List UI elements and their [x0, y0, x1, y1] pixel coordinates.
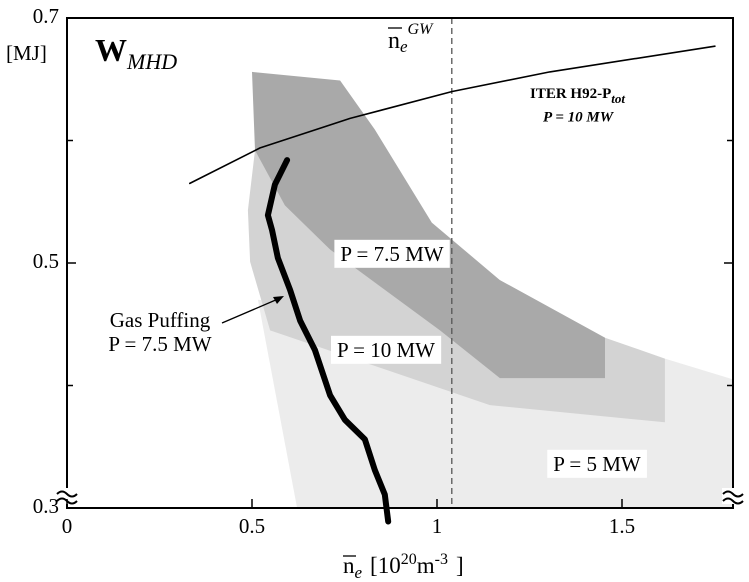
region-label-bg: [547, 449, 647, 478]
chart-title: WMHD: [95, 32, 177, 74]
vline-label: neGW: [388, 21, 434, 56]
series-line: [189, 45, 716, 185]
y-tick-label: 0.7: [33, 4, 59, 28]
arrow-head: [273, 296, 284, 304]
x-tick-label: 0: [62, 514, 73, 538]
region-label-bg: [331, 335, 442, 364]
series-note: P = 10 MW: [543, 109, 615, 125]
x-tick-label: 1.5: [609, 514, 635, 538]
series-label: Gas Puffing: [110, 308, 211, 332]
region: [252, 71, 605, 379]
region-label: P = 10 MW: [337, 338, 435, 362]
y-tick-label: 0.5: [33, 249, 59, 273]
series-label: ITER H92-Ptot: [530, 86, 625, 106]
region-label: P = 7.5 MW: [340, 242, 443, 266]
x-axis-label: ne [1020m-3]: [343, 551, 464, 582]
x-tick-label: 1: [432, 514, 443, 538]
series-line: [264, 157, 392, 525]
series-note: P = 7.5 MW: [108, 332, 211, 356]
y-tick-label: 0.3: [33, 494, 59, 518]
region-label-bg: [334, 239, 450, 268]
axis-break: [722, 490, 744, 505]
region-label: P = 5 MW: [553, 452, 641, 476]
x-tick-label: 0.5: [239, 514, 265, 538]
arrow: [221, 298, 279, 324]
y-axis-label: [MJ]: [6, 41, 47, 65]
